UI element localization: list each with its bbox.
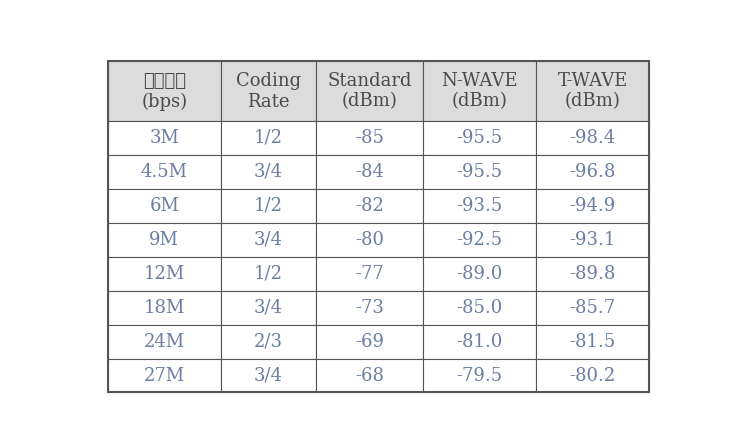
- Bar: [108, 155, 221, 189]
- Bar: [424, 291, 536, 325]
- Text: -81.0: -81.0: [456, 333, 503, 351]
- Bar: [108, 61, 221, 121]
- Bar: [424, 223, 536, 257]
- Bar: [108, 223, 221, 257]
- Text: -85.0: -85.0: [456, 299, 503, 317]
- Bar: [108, 359, 221, 392]
- Text: -96.8: -96.8: [569, 163, 616, 181]
- Text: -95.5: -95.5: [456, 129, 503, 147]
- Text: 18M: 18M: [143, 299, 185, 317]
- Bar: [316, 155, 424, 189]
- Bar: [316, 291, 424, 325]
- Bar: [108, 189, 221, 223]
- Bar: [316, 325, 424, 359]
- Text: -69: -69: [356, 333, 384, 351]
- Bar: [316, 189, 424, 223]
- Text: 9M: 9M: [149, 231, 179, 249]
- Bar: [316, 257, 424, 291]
- Bar: [221, 61, 316, 121]
- Bar: [108, 257, 221, 291]
- Bar: [221, 155, 316, 189]
- Bar: [108, 325, 221, 359]
- Bar: [536, 325, 649, 359]
- Bar: [316, 61, 424, 121]
- Text: -73: -73: [356, 299, 384, 317]
- Bar: [424, 155, 536, 189]
- Text: 1/2: 1/2: [254, 265, 283, 283]
- Text: -85.7: -85.7: [570, 299, 616, 317]
- Text: 3/4: 3/4: [254, 299, 283, 317]
- Bar: [536, 61, 649, 121]
- Text: -85: -85: [356, 129, 384, 147]
- Text: 3/4: 3/4: [254, 366, 283, 385]
- Text: 12M: 12M: [143, 265, 185, 283]
- Bar: [424, 189, 536, 223]
- Bar: [316, 223, 424, 257]
- Bar: [424, 121, 536, 155]
- Bar: [221, 359, 316, 392]
- Bar: [424, 359, 536, 392]
- Text: -77: -77: [356, 265, 384, 283]
- Text: -81.5: -81.5: [569, 333, 616, 351]
- Text: -98.4: -98.4: [569, 129, 616, 147]
- Text: -84: -84: [356, 163, 384, 181]
- Text: -82: -82: [356, 197, 384, 215]
- Bar: [316, 359, 424, 392]
- Text: Standard
(dBm): Standard (dBm): [328, 72, 412, 111]
- Text: 27M: 27M: [143, 366, 185, 385]
- Text: -92.5: -92.5: [456, 231, 503, 249]
- Bar: [221, 257, 316, 291]
- Text: -68: -68: [356, 366, 384, 385]
- Bar: [221, 121, 316, 155]
- Text: 3/4: 3/4: [254, 163, 283, 181]
- Bar: [536, 155, 649, 189]
- Bar: [221, 189, 316, 223]
- Text: -94.9: -94.9: [569, 197, 616, 215]
- Text: 2/3: 2/3: [254, 333, 283, 351]
- Bar: [221, 223, 316, 257]
- Text: 1/2: 1/2: [254, 129, 283, 147]
- Bar: [536, 257, 649, 291]
- Text: 3/4: 3/4: [254, 231, 283, 249]
- Bar: [536, 121, 649, 155]
- Bar: [316, 121, 424, 155]
- Bar: [424, 61, 536, 121]
- Text: -89.0: -89.0: [456, 265, 503, 283]
- Text: N-WAVE
(dBm): N-WAVE (dBm): [441, 72, 518, 111]
- Text: 1/2: 1/2: [254, 197, 283, 215]
- Bar: [108, 291, 221, 325]
- Text: -80: -80: [356, 231, 384, 249]
- Text: 4.5M: 4.5M: [140, 163, 187, 181]
- Text: -89.8: -89.8: [569, 265, 616, 283]
- Bar: [424, 257, 536, 291]
- Bar: [108, 121, 221, 155]
- Text: -95.5: -95.5: [456, 163, 503, 181]
- Text: Coding
Rate: Coding Rate: [236, 72, 301, 111]
- Bar: [536, 359, 649, 392]
- Bar: [424, 325, 536, 359]
- Text: -80.2: -80.2: [569, 366, 616, 385]
- Text: T-WAVE
(dBm): T-WAVE (dBm): [557, 72, 628, 111]
- Text: 3M: 3M: [149, 129, 179, 147]
- Bar: [536, 291, 649, 325]
- Text: -93.1: -93.1: [569, 231, 616, 249]
- Bar: [536, 223, 649, 257]
- Bar: [221, 291, 316, 325]
- Bar: [536, 189, 649, 223]
- Text: 6M: 6M: [149, 197, 179, 215]
- Bar: [221, 325, 316, 359]
- Text: 24M: 24M: [143, 333, 185, 351]
- Text: -93.5: -93.5: [456, 197, 503, 215]
- Text: -79.5: -79.5: [456, 366, 503, 385]
- Text: 전송속도
(bps): 전송속도 (bps): [141, 71, 187, 111]
